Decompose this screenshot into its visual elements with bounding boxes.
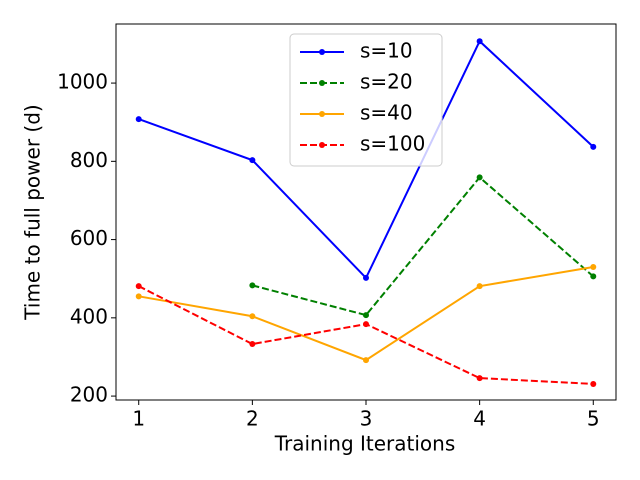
y-tick-label: 600 (70, 226, 108, 250)
data-point (363, 357, 369, 364)
data-point (363, 312, 369, 319)
plot-frame (115, 23, 617, 401)
data-point (590, 273, 597, 280)
data-point (590, 263, 597, 270)
data-point (249, 157, 256, 164)
legend-box (289, 33, 443, 167)
data-point (590, 380, 597, 387)
data-point (249, 313, 256, 320)
x-tick-label: 3 (360, 407, 373, 431)
data-point (363, 274, 369, 281)
data-point (590, 143, 597, 150)
data-point (363, 321, 369, 328)
y-tick-label: 200 (70, 383, 108, 407)
series-line (138, 285, 594, 385)
data-point (135, 283, 142, 290)
data-point (476, 38, 483, 45)
data-point (249, 341, 256, 348)
x-tick-label: 4 (473, 407, 486, 431)
legend-marker (319, 142, 325, 148)
y-tick-label: 800 (70, 148, 108, 172)
legend-label: s=100 (360, 132, 425, 156)
data-point (249, 282, 256, 289)
legend-marker (319, 80, 325, 86)
legend-label: s=10 (360, 39, 413, 63)
data-point (476, 375, 483, 382)
data-point (476, 283, 483, 290)
data-point (135, 293, 142, 300)
legend-marker (319, 111, 325, 117)
series-line (252, 175, 594, 317)
data-point (135, 116, 142, 123)
y-axis-label: Time to full power (d) (21, 104, 45, 320)
legend-label: s=20 (360, 70, 413, 94)
data-point (476, 174, 483, 181)
legend-marker (319, 49, 325, 55)
y-tick-label: 400 (70, 304, 108, 328)
x-tick-label: 1 (132, 407, 145, 431)
x-tick-label: 2 (246, 407, 259, 431)
legend-label: s=40 (360, 101, 413, 125)
x-axis-label: Training Iterations (274, 432, 456, 456)
y-tick-label: 1000 (57, 70, 108, 94)
x-tick-label: 5 (587, 407, 600, 431)
